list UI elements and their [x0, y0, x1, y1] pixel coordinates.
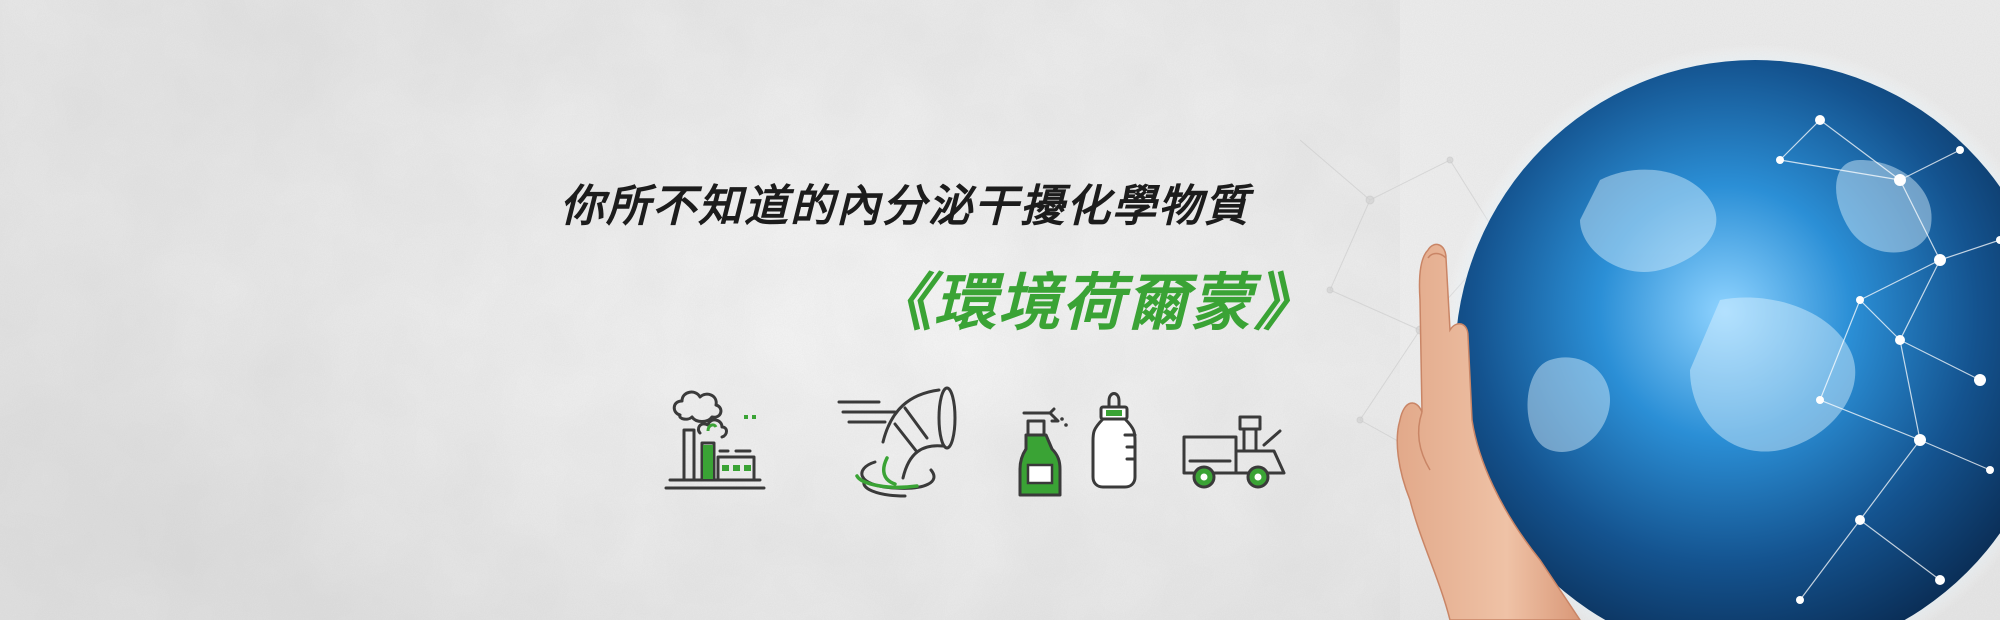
spray-bottle-icon	[1018, 407, 1068, 497]
baby-bottle-icon	[1091, 392, 1137, 489]
drain-pipe-icon	[837, 386, 957, 498]
icon-row	[660, 385, 1300, 515]
truck-icon	[1182, 415, 1286, 489]
globe-hand-illustration	[1300, 44, 2000, 620]
subtitle: 《環境荷爾蒙》	[870, 266, 1319, 339]
factory-icon	[664, 390, 766, 490]
headline: 你所不知道的內分泌干擾化學物質	[560, 181, 1250, 232]
